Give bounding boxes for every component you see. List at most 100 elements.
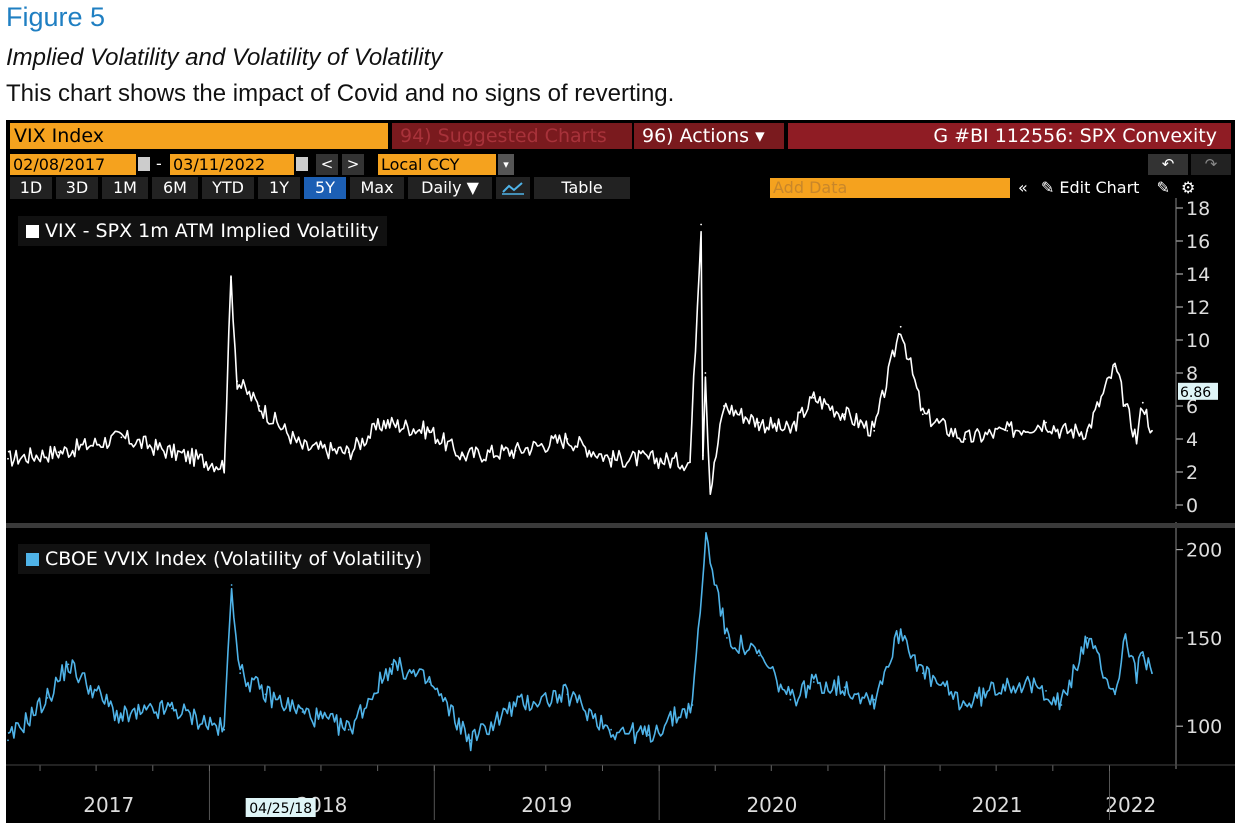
figure-description: This chart shows the impact of Covid and… [6,80,675,107]
data-point [382,421,385,424]
undo-button[interactable]: ↶ [1148,154,1188,175]
data-point [873,698,876,701]
ticker-field[interactable]: VIX Index [10,123,388,149]
vvix-panel: 100 150 200 [7,522,1222,769]
data-point [726,637,728,639]
period-6m[interactable]: 6M [152,177,198,199]
prev-period-button[interactable]: < [316,154,338,175]
period-3d[interactable]: 3D [56,177,98,199]
data-point [873,429,876,432]
currency-select[interactable]: Local CCY [378,154,496,175]
data-point [964,438,967,440]
redo-button[interactable]: ↷ [1191,154,1231,175]
period-5y[interactable]: 5Y [304,177,346,199]
start-date-input[interactable]: 02/08/2017 [10,154,136,175]
annotate-icon[interactable]: ✎ [1156,178,1170,197]
data-point [812,396,815,399]
edit-chart-button[interactable]: ✎ Edit Chart [1040,178,1140,197]
last-value-label: 6.86 [1180,385,1211,401]
edit-chart-group: « ✎ Edit Chart ✎ ⚙ [1018,177,1195,199]
y-tick-label: 18 [1186,198,1210,220]
data-point [428,681,431,683]
chart-area[interactable]: 0 2 4 6 8 10 12 14 16 18 6.86 100 150 200 2017 2 0 18 20… [6,120,1235,823]
data-point [264,693,267,696]
data-point [1114,693,1116,696]
actions-menu[interactable]: 96) Actions ▾ [634,123,784,149]
figure-subtitle: Implied Volatility and Volatility of Vol… [6,44,443,71]
data-point [171,707,173,710]
command-bar: VIX Index 94) Suggested Charts 96) Actio… [6,120,1235,152]
legend-swatch-blue [26,553,39,566]
data-point [7,739,9,742]
data-point [899,325,902,328]
data-point [1060,704,1063,706]
calendar-icon[interactable] [296,157,308,171]
data-point [1124,405,1127,407]
end-date-input[interactable]: 03/11/2022 [170,154,294,175]
chevron-down-icon[interactable]: ▾ [498,154,514,175]
line-chart-icon[interactable] [496,177,530,199]
chart-code: G #BI 112556: SPX Convexity [788,123,1231,149]
calendar-icon[interactable] [138,157,150,171]
data-point [1141,654,1144,657]
y-tick-label: 100 [1186,716,1222,738]
data-point [428,429,431,432]
data-point [700,223,702,226]
data-point [843,413,846,416]
vvix-legend: CBOE VVIX Index (Volatility of Volatilit… [18,544,431,574]
data-point [1060,429,1063,432]
data-point [461,454,463,457]
data-point [758,654,760,657]
date-bar: 02/08/2017 - 03/11/2022 < > Local CCY ▾ … [6,152,1235,176]
x-year-label: 2021 [972,793,1023,817]
data-point [566,693,569,696]
data-point [301,711,304,713]
data-point [1114,365,1116,368]
data-point [691,704,694,706]
data-point [1086,637,1089,639]
y-tick-label: 200 [1186,540,1222,562]
period-1d[interactable]: 1D [10,177,52,199]
table-button[interactable]: Table [534,177,630,199]
collapse-icon[interactable]: « [1018,178,1028,197]
x-year-label: 2020 [746,793,797,817]
data-point [347,728,350,731]
data-point [258,405,261,407]
cursor-date-label: 04/25/18 [249,801,312,817]
data-point [1135,672,1138,675]
data-point [236,380,239,383]
data-point [1006,681,1009,683]
suggested-charts-button[interactable]: 94) Suggested Charts [392,123,632,149]
period-1y[interactable]: 1Y [258,177,300,199]
data-point [1124,637,1127,639]
x-year-label: 2022 [1105,793,1156,817]
data-point [57,451,60,454]
period-bar: 1D 3D 1M 6M YTD 1Y 5Y Max Daily ▼ Table … [6,177,1235,201]
period-ytd[interactable]: YTD [202,177,254,199]
data-point [223,464,226,467]
data-point [1045,690,1047,692]
data-point [921,672,924,675]
frequency-select[interactable]: Daily ▼ [408,177,492,199]
data-point [1006,429,1009,432]
data-point [46,697,49,699]
y-tick-label: 16 [1186,231,1210,253]
data-point [514,704,517,706]
gear-icon[interactable]: ⚙ [1181,178,1196,197]
y-tick-label: 4 [1186,429,1198,451]
data-point [843,686,846,689]
data-point [704,372,707,374]
next-period-button[interactable]: > [342,154,364,175]
data-point [610,728,612,731]
data-point [230,276,232,279]
x-year-label: 2017 [83,793,134,817]
vix-legend: VIX - SPX 1m ATM Implied Volatility [18,216,387,246]
vvix-series-line [7,531,1153,752]
last-value-badge [1178,382,1218,400]
data-point [812,681,815,683]
period-1m[interactable]: 1M [102,177,148,199]
data-point [610,457,612,460]
period-max[interactable]: Max [350,177,404,199]
add-data-input[interactable]: Add Data [770,178,1010,198]
